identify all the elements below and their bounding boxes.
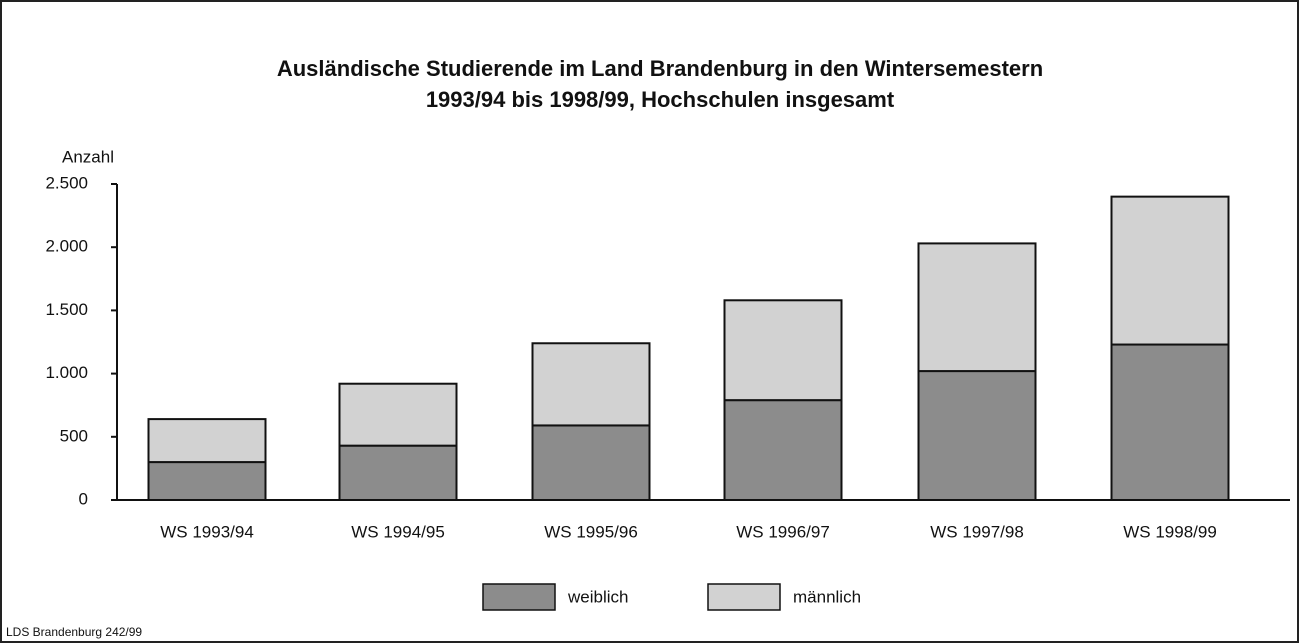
bar-segment	[531, 424, 651, 502]
y-tick-label: 0	[79, 489, 88, 508]
chart-title: 1993/94 bis 1998/99, Hochschulen insgesa…	[426, 87, 895, 112]
x-tick-label: WS 1995/96	[544, 522, 638, 541]
y-tick-label: 1.500	[45, 300, 88, 319]
y-tick-label: 500	[60, 426, 88, 445]
bar-segment	[723, 399, 843, 502]
legend-label: weiblich	[567, 587, 628, 606]
y-tick-label: 2.000	[45, 237, 88, 256]
legend-swatch	[707, 583, 781, 611]
bar-segment	[147, 461, 267, 501]
x-tick-label: WS 1994/95	[351, 522, 445, 541]
bar-segment	[1110, 195, 1230, 346]
chart-title: Ausländische Studierende im Land Branden…	[277, 56, 1043, 81]
bar-segment	[147, 418, 267, 464]
x-tick-label: WS 1993/94	[160, 522, 254, 541]
bar-segment	[917, 370, 1037, 501]
y-axis-label: Anzahl	[62, 147, 114, 166]
x-tick-label: WS 1996/97	[736, 522, 830, 541]
y-tick-label: 2.500	[45, 173, 88, 192]
y-tick-label: 1.000	[45, 363, 88, 382]
x-tick-label: WS 1997/98	[930, 522, 1024, 541]
bar-segment	[338, 382, 458, 447]
x-tick-label: WS 1998/99	[1123, 522, 1217, 541]
bar-segment	[338, 444, 458, 502]
bar-segment	[1110, 343, 1230, 502]
source: LDS Brandenburg 242/99	[6, 625, 142, 639]
legend-label: männlich	[793, 587, 861, 606]
bar-segment	[917, 242, 1037, 373]
bar-segment	[531, 342, 651, 427]
legend-swatch	[482, 583, 556, 611]
bar-segment	[723, 299, 843, 402]
